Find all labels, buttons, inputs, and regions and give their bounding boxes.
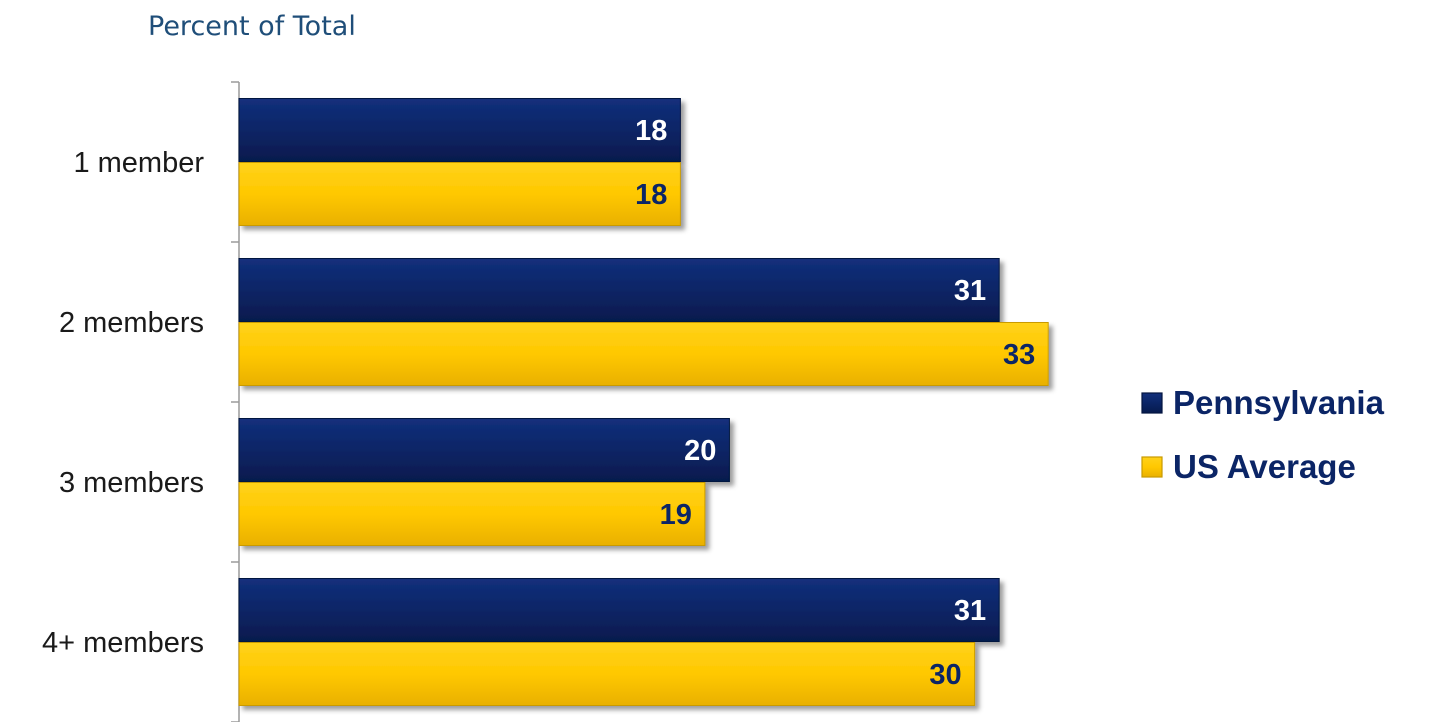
- data-label: 18: [635, 115, 667, 147]
- data-label: 31: [954, 595, 986, 627]
- data-label: 19: [660, 499, 692, 531]
- legend-label: US Average: [1173, 448, 1356, 485]
- category-label: 1 member: [73, 147, 204, 179]
- bar-series-2: [238, 482, 706, 546]
- bar-series-2: [238, 162, 681, 226]
- bar-series-1: [238, 418, 730, 482]
- legend: Pennsylvania US Average: [1141, 384, 1385, 485]
- legend-swatch: [1141, 392, 1163, 414]
- category-label: 4+ members: [42, 627, 204, 659]
- category-label: 3 members: [59, 467, 204, 499]
- legend-label: Pennsylvania: [1173, 384, 1385, 421]
- bar-series-2: [238, 322, 1049, 386]
- bar-series-layer: [238, 98, 1049, 706]
- data-label: 18: [635, 179, 667, 211]
- data-label: 30: [929, 659, 961, 691]
- chart-title: Percent of Total: [148, 11, 356, 42]
- category-label: 2 members: [59, 307, 204, 339]
- data-label: 33: [1003, 339, 1035, 371]
- y-axis: [231, 81, 240, 722]
- bar-series-1: [238, 258, 1000, 322]
- legend-swatch: [1141, 456, 1163, 478]
- data-label: 20: [684, 435, 716, 467]
- category-label-layer: 1 member 2 members 3 members 4+ members: [42, 147, 204, 659]
- bar-series-2: [238, 642, 976, 706]
- bar-series-1: [238, 98, 681, 162]
- data-label: 31: [954, 275, 986, 307]
- data-label-layer: 18 18 31 33 20 19 31 30: [635, 115, 1035, 691]
- bar-series-1: [238, 578, 1000, 642]
